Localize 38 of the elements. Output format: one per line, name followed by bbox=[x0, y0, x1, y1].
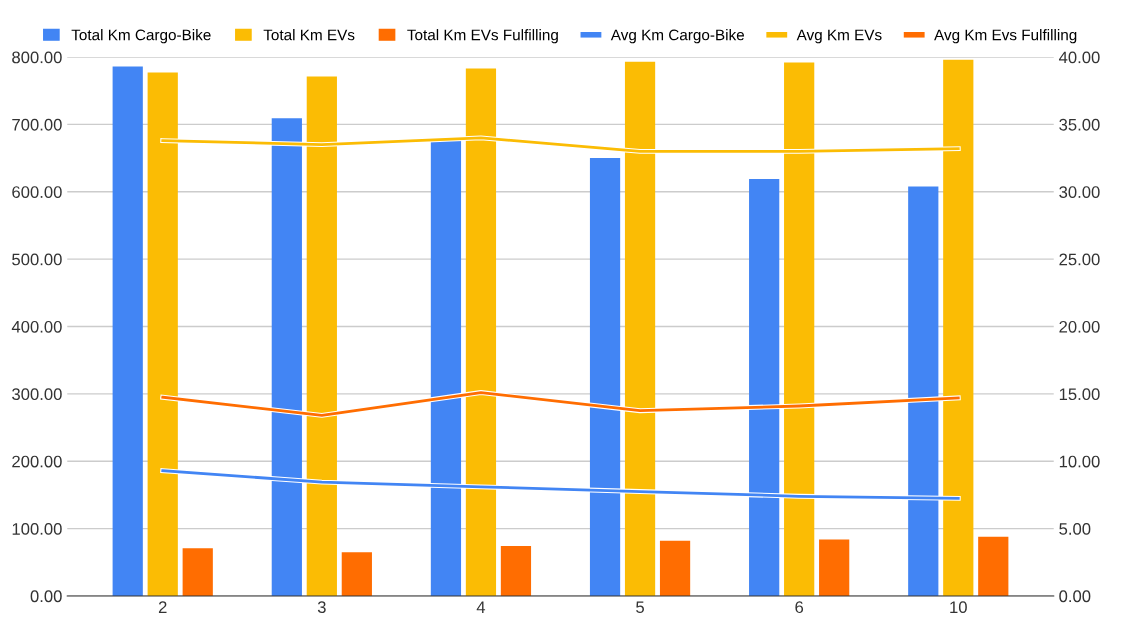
y-tick-label: 500.00 bbox=[12, 253, 62, 266]
x-tick-label: 2 bbox=[158, 601, 167, 613]
y-tick-label: 0.00 bbox=[30, 590, 62, 603]
y-tick-label: 200.00 bbox=[12, 455, 62, 468]
bar bbox=[819, 539, 850, 596]
bar bbox=[182, 548, 213, 596]
x-tick-label: 10 bbox=[950, 601, 967, 614]
y-tick-label: 700.00 bbox=[12, 118, 62, 131]
y2-tick-label: 0.00 bbox=[1059, 590, 1091, 603]
legend-label: Avg Km Evs Fulfilling bbox=[934, 29, 1077, 44]
bar bbox=[341, 552, 372, 596]
bar bbox=[500, 546, 532, 596]
legend-label: Total Km Cargo-Bike bbox=[71, 29, 211, 44]
y-tick-label: 600.00 bbox=[12, 186, 62, 198]
line-series bbox=[160, 390, 961, 418]
y2-tick-label: 25.00 bbox=[1059, 253, 1100, 266]
y-tick-label: 300.00 bbox=[12, 388, 62, 401]
y-tick-label: 800.00 bbox=[12, 51, 62, 64]
y2-tick-label: 40.00 bbox=[1058, 51, 1100, 64]
y2-tick-label: 5.00 bbox=[1059, 523, 1091, 535]
x-tick-label: 3 bbox=[317, 601, 326, 614]
y2-tick-label: 30.00 bbox=[1059, 186, 1100, 198]
bar bbox=[659, 540, 691, 596]
x-tick-label: 4 bbox=[476, 601, 486, 613]
legend-label: Avg Km Cargo-Bike bbox=[610, 29, 745, 44]
bar bbox=[112, 66, 143, 596]
legend-label: Avg Km EVs bbox=[796, 29, 882, 44]
legend-label: Total Km EVs Fulfilling bbox=[407, 29, 558, 44]
bar bbox=[978, 536, 1009, 596]
x-tick-label: 6 bbox=[795, 601, 804, 614]
y-tick-label: 100.00 bbox=[12, 523, 62, 535]
y2-tick-label: 10.00 bbox=[1059, 455, 1100, 468]
y2-tick-label: 35.00 bbox=[1059, 118, 1100, 131]
y2-tick-label: 15.00 bbox=[1059, 388, 1100, 401]
y-tick-label: 400.00 bbox=[11, 320, 62, 333]
y2-tick-label: 20.00 bbox=[1059, 320, 1100, 333]
x-tick-label: 5 bbox=[636, 601, 644, 614]
legend-label: Total Km EVs bbox=[263, 29, 355, 41]
